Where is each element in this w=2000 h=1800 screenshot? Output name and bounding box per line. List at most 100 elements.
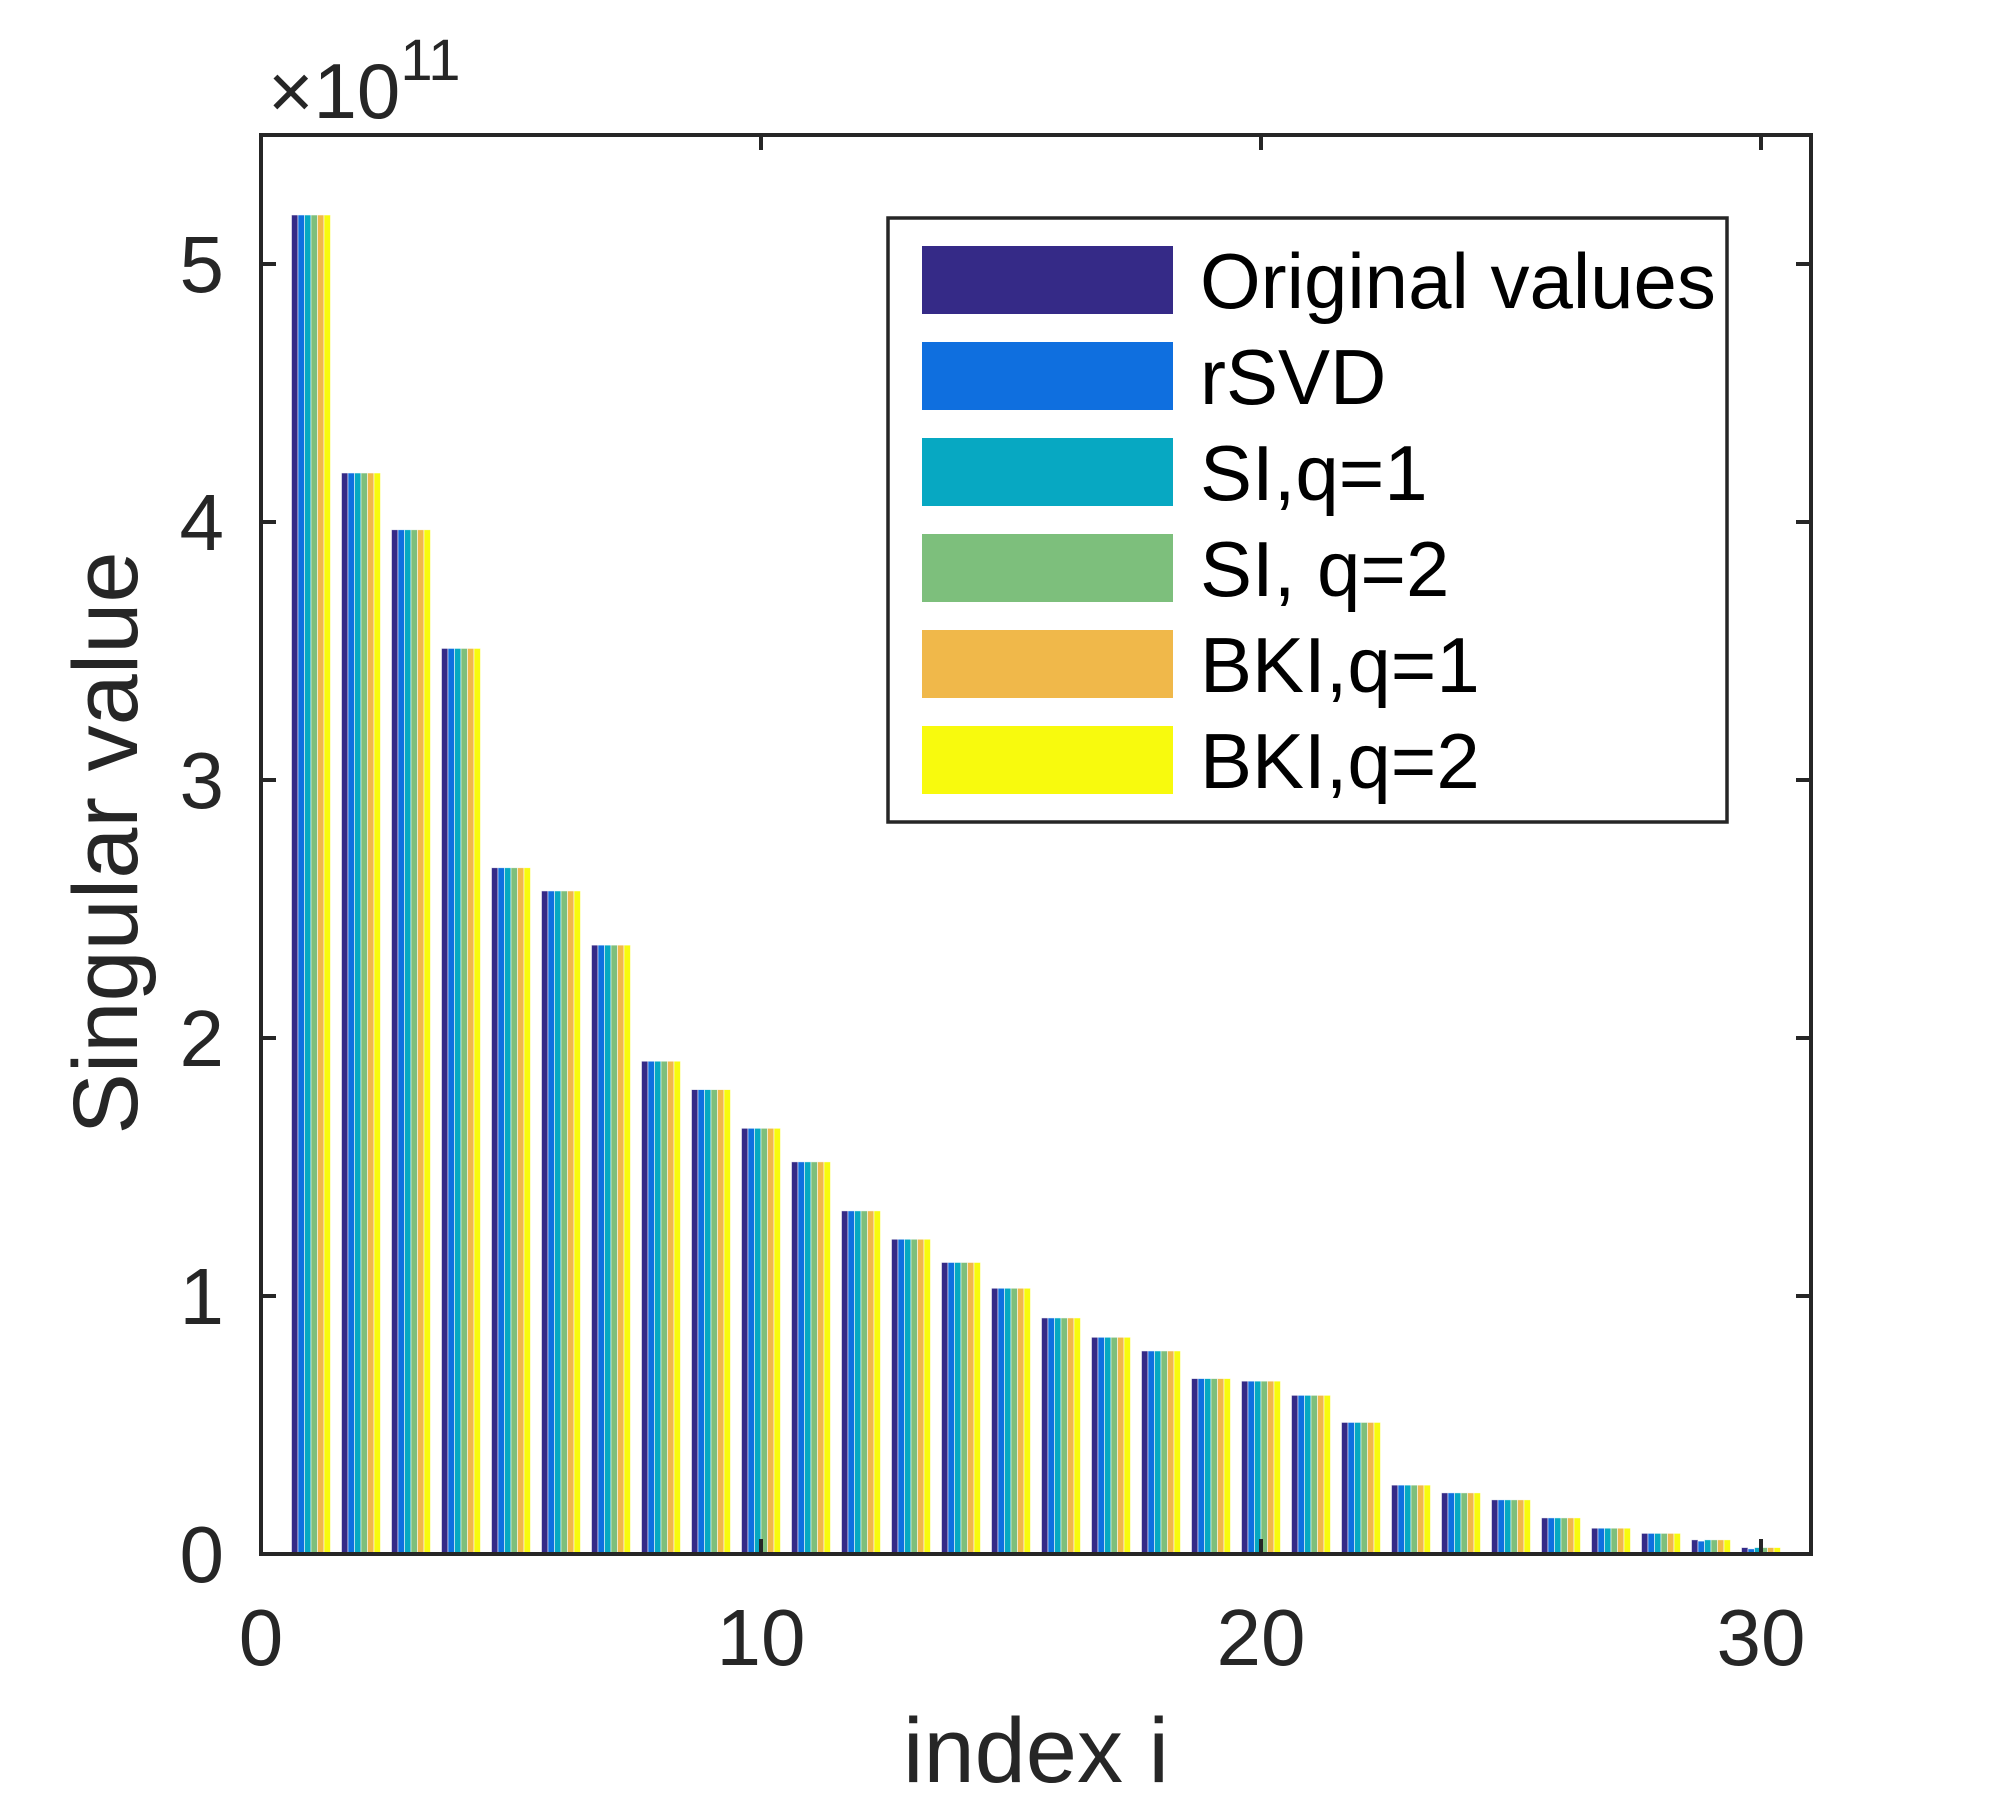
- bar-bki-q-1-2: [367, 472, 375, 1555]
- bar-si-q-2-22: [1360, 1422, 1368, 1555]
- bar-si-q-1-17: [1104, 1336, 1112, 1555]
- bar-si-q-2-9: [710, 1089, 718, 1555]
- bar-rsvd-25: [1497, 1499, 1505, 1555]
- bar-bki-q-1-7: [617, 944, 625, 1555]
- bar-rsvd-27: [1597, 1527, 1605, 1555]
- bar-original-values-11: [791, 1161, 799, 1555]
- bar-bki-q-1-18: [1167, 1350, 1175, 1555]
- legend-swatch: [922, 438, 1173, 506]
- bar-rsvd-13: [897, 1238, 905, 1555]
- legend-item-bki-q-2: BKI,q=2: [922, 717, 1480, 805]
- bar-si-q-2-16: [1060, 1317, 1068, 1555]
- bar-rsvd-8: [647, 1060, 655, 1555]
- bar-bki-q-2-13: [923, 1238, 931, 1555]
- bar-si-q-2-2: [360, 472, 368, 1555]
- y-tick-label-5: 5: [180, 220, 225, 309]
- bar-group-28: [1641, 1532, 1681, 1555]
- bar-rsvd-5: [497, 867, 505, 1555]
- bar-group-25: [1491, 1499, 1531, 1555]
- bar-si-q-2-26: [1560, 1517, 1568, 1555]
- bar-group-27: [1591, 1527, 1631, 1555]
- bar-group-14: [941, 1262, 981, 1555]
- bar-original-values-18: [1141, 1350, 1149, 1555]
- bar-bki-q-1-17: [1117, 1336, 1125, 1555]
- bar-rsvd-20: [1247, 1380, 1255, 1555]
- bar-si-q-1-18: [1154, 1350, 1162, 1555]
- bar-si-q-2-23: [1410, 1484, 1418, 1555]
- y-tick-label-2: 2: [180, 994, 225, 1083]
- bar-bki-q-2-4: [473, 648, 481, 1555]
- bar-group-13: [891, 1238, 931, 1555]
- bar-rsvd-2: [347, 472, 355, 1555]
- bar-si-q-2-10: [760, 1127, 768, 1555]
- bar-rsvd-12: [847, 1210, 855, 1555]
- bar-bki-q-1-23: [1417, 1484, 1425, 1555]
- bar-si-q-1-20: [1254, 1380, 1262, 1555]
- bar-bki-q-1-25: [1517, 1499, 1525, 1555]
- bar-si-q-2-5: [510, 867, 518, 1555]
- bar-bki-q-1-24: [1467, 1492, 1475, 1555]
- legend-swatch: [922, 630, 1173, 698]
- bar-bki-q-1-9: [717, 1089, 725, 1555]
- bar-rsvd-1: [297, 214, 305, 1555]
- bar-bki-q-2-10: [773, 1127, 781, 1555]
- bar-rsvd-16: [1047, 1317, 1055, 1555]
- bar-group-9: [691, 1089, 731, 1555]
- bar-bki-q-2-26: [1573, 1517, 1581, 1555]
- bar-si-q-1-22: [1354, 1422, 1362, 1555]
- bar-original-values-26: [1541, 1517, 1549, 1555]
- bar-bki-q-1-28: [1667, 1532, 1675, 1555]
- bar-original-values-14: [941, 1262, 949, 1555]
- bar-bki-q-1-6: [567, 890, 575, 1555]
- bar-bki-q-1-20: [1267, 1380, 1275, 1555]
- bar-rsvd-9: [697, 1089, 705, 1555]
- bar-rsvd-17: [1097, 1336, 1105, 1555]
- legend-label: BKI,q=1: [1200, 621, 1480, 709]
- bar-original-values-16: [1041, 1317, 1049, 1555]
- bar-si-q-2-28: [1660, 1532, 1668, 1555]
- bar-rsvd-22: [1347, 1422, 1355, 1555]
- bar-bki-q-1-27: [1617, 1527, 1625, 1555]
- bar-bki-q-1-11: [817, 1161, 825, 1555]
- legend-item-original-values: Original values: [922, 237, 1716, 325]
- legend-item-si-q-2: SI, q=2: [922, 525, 1449, 613]
- bar-si-q-2-15: [1010, 1287, 1018, 1555]
- bar-si-q-2-24: [1460, 1492, 1468, 1555]
- bar-group-12: [841, 1210, 881, 1555]
- legend-swatch: [922, 342, 1173, 410]
- bar-original-values-24: [1441, 1492, 1449, 1555]
- legend-label: SI, q=2: [1200, 525, 1449, 613]
- x-tick-label-30: 30: [1717, 1593, 1806, 1682]
- bar-original-values-27: [1591, 1527, 1599, 1555]
- bar-rsvd-10: [747, 1127, 755, 1555]
- bar-si-q-1-29: [1704, 1539, 1712, 1555]
- bar-original-values-7: [591, 944, 599, 1555]
- bar-bki-q-2-21: [1323, 1394, 1331, 1555]
- bar-bki-q-2-23: [1423, 1484, 1431, 1555]
- bar-rsvd-18: [1147, 1350, 1155, 1555]
- bar-rsvd-3: [397, 529, 405, 1555]
- legend-label: Original values: [1200, 237, 1716, 325]
- bar-bki-q-1-13: [917, 1238, 925, 1555]
- legend-item-bki-q-1: BKI,q=1: [922, 621, 1480, 709]
- bar-bki-q-1-15: [1017, 1287, 1025, 1555]
- bar-group-8: [641, 1060, 681, 1555]
- bar-group-20: [1241, 1380, 1281, 1555]
- legend-label: SI,q=1: [1200, 429, 1428, 517]
- bar-rsvd-23: [1397, 1484, 1405, 1555]
- bar-original-values-1: [291, 214, 299, 1555]
- bar-si-q-1-11: [804, 1161, 812, 1555]
- bar-bki-q-2-28: [1673, 1532, 1681, 1555]
- bar-bki-q-1-8: [667, 1060, 675, 1555]
- bar-group-21: [1291, 1394, 1331, 1555]
- legend-swatch: [922, 534, 1173, 602]
- bar-si-q-2-1: [310, 214, 318, 1555]
- bar-original-values-19: [1191, 1378, 1199, 1555]
- bar-bki-q-1-19: [1217, 1378, 1225, 1555]
- bar-original-values-25: [1491, 1499, 1499, 1555]
- bar-original-values-28: [1641, 1532, 1649, 1555]
- bar-bki-q-2-7: [623, 944, 631, 1555]
- bar-group-24: [1441, 1492, 1481, 1555]
- bar-bki-q-1-3: [417, 529, 425, 1555]
- bar-si-q-1-7: [604, 944, 612, 1555]
